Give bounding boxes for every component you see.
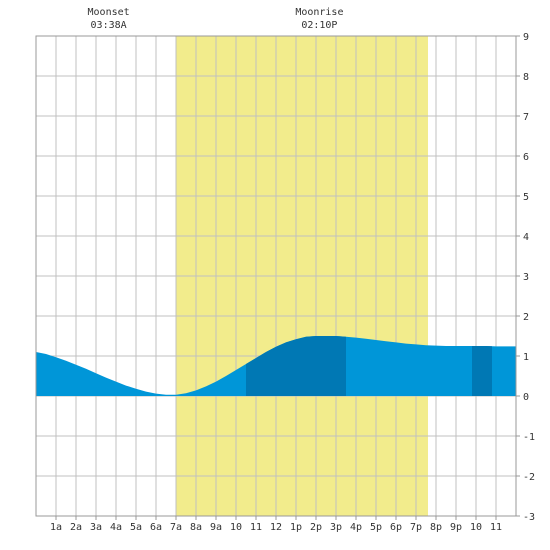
x-tick-label: 7a (170, 522, 182, 533)
y-tick-label: 0 (523, 392, 529, 403)
moon-event-label: Moonset (88, 7, 130, 18)
y-tick-label: 1 (523, 352, 529, 363)
x-tick-label: 4a (110, 522, 122, 533)
x-tick-label: 8p (430, 522, 442, 533)
x-tick-label: 4p (350, 522, 362, 533)
y-tick-label: 2 (523, 312, 529, 323)
x-tick-label: 3a (90, 522, 102, 533)
x-tick-label: 11 (490, 522, 502, 533)
moon-event-label: Moonrise (295, 7, 343, 18)
y-tick-label: 3 (523, 272, 529, 283)
x-tick-label: 12 (270, 522, 282, 533)
x-tick-label: 5a (130, 522, 142, 533)
x-tick-label: 2a (70, 522, 82, 533)
moon-event-time: 02:10P (301, 20, 337, 31)
y-tick-label: 9 (523, 32, 529, 43)
x-tick-label: 2p (310, 522, 322, 533)
x-tick-label: 6p (390, 522, 402, 533)
tide-highlight-band (472, 346, 492, 396)
y-tick-label: 8 (523, 72, 529, 83)
x-tick-label: 1a (50, 522, 62, 533)
x-tick-label: 7p (410, 522, 422, 533)
x-tick-label: 5p (370, 522, 382, 533)
moon-event-time: 03:38A (91, 20, 127, 31)
x-tick-label: 6a (150, 522, 162, 533)
y-tick-label: 7 (523, 112, 529, 123)
x-tick-label: 1p (290, 522, 302, 533)
y-tick-label: 4 (523, 232, 529, 243)
x-tick-label: 10 (470, 522, 482, 533)
tide-highlight-band (246, 336, 346, 396)
y-tick-label: -1 (523, 432, 535, 443)
x-tick-label: 9p (450, 522, 462, 533)
y-tick-label: 5 (523, 192, 529, 203)
x-tick-label: 8a (190, 522, 202, 533)
x-tick-label: 11 (250, 522, 262, 533)
x-tick-label: 3p (330, 522, 342, 533)
x-tick-label: 10 (230, 522, 242, 533)
y-tick-label: 6 (523, 152, 529, 163)
y-tick-label: -3 (523, 512, 535, 523)
x-tick-label: 9a (210, 522, 222, 533)
y-tick-label: -2 (523, 472, 535, 483)
